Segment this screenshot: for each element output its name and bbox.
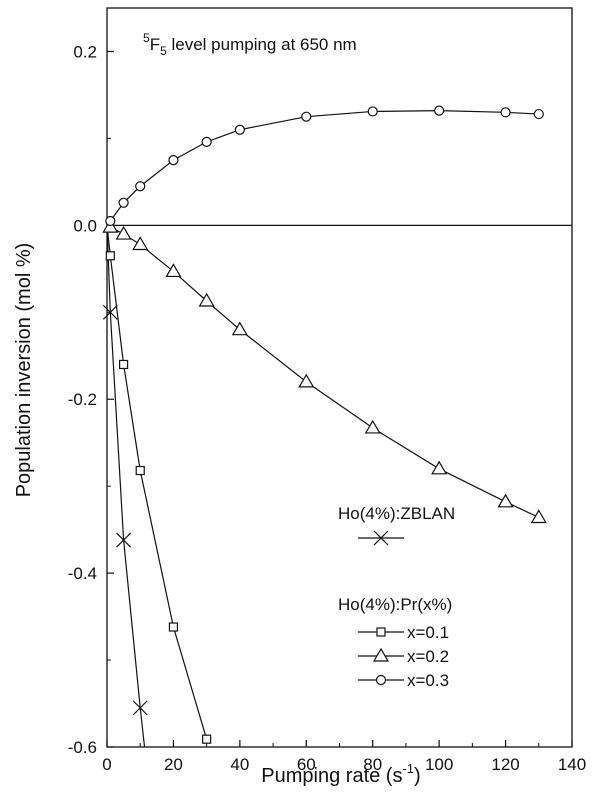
triangle-marker (497, 493, 514, 508)
circle-marker (533, 108, 544, 120)
legend-heading-pr: Ho(4%):Pr(x%) (338, 595, 452, 614)
x-marker (102, 304, 118, 320)
legend-sample-zblan (358, 530, 404, 546)
y-tick-label: -0.6 (68, 738, 97, 757)
triangle-marker (364, 419, 381, 434)
legend-sample-x03 (358, 674, 404, 686)
x-tick-label: 0 (102, 755, 111, 774)
triangle-marker (115, 225, 132, 240)
y-tick-label: 0.0 (73, 216, 97, 235)
square-marker (376, 627, 386, 637)
circle-marker (434, 105, 445, 116)
plot-annotation: 5F5 level pumping at 650 nm (143, 31, 357, 58)
circle-marker (105, 215, 116, 227)
circle-marker (135, 181, 146, 192)
circle-marker (118, 197, 129, 208)
y-axis-label: Population inversion (mol %) (13, 243, 35, 498)
y-tick-label: -0.2 (68, 390, 97, 409)
x-tick-label: 100 (425, 755, 453, 774)
x-axis-label: Pumping rate (s-1) (261, 761, 420, 787)
x-tick-label: 120 (491, 755, 519, 774)
square-marker (135, 465, 145, 476)
x-marker (373, 530, 389, 546)
square-marker (202, 734, 212, 744)
x-tick-label: 140 (558, 755, 586, 774)
circle-marker (375, 674, 387, 686)
circle-marker (301, 111, 312, 122)
triangle-marker (298, 373, 315, 388)
triangle-marker (530, 509, 547, 524)
square-marker (119, 359, 129, 370)
legend-label-x03: x=0.3 (407, 671, 449, 690)
series-circle (105, 105, 544, 227)
x-tick-label: 40 (230, 755, 249, 774)
legend-sample-x01 (358, 627, 404, 637)
x-tick-label: 80 (363, 755, 382, 774)
series-x (102, 225, 148, 748)
legend-label-x02: x=0.2 (407, 647, 449, 666)
x-tick-label: 20 (164, 755, 183, 774)
legend-label-x01: x=0.1 (407, 623, 449, 642)
triangle-marker (165, 263, 182, 278)
x-tick-label: 60 (297, 755, 316, 774)
series-group (102, 105, 547, 748)
circle-marker (500, 107, 511, 118)
triangle-marker (431, 460, 448, 475)
x-marker (116, 532, 132, 548)
triangle-marker (198, 292, 215, 307)
series-line (106, 225, 208, 740)
triangle-marker (372, 647, 390, 662)
tick-labels: 0 20 40 60 80 100 120 140 -0.6 -0.4 -0.2 0.0 0.2 (68, 42, 586, 774)
square-marker (168, 622, 179, 632)
series-square (105, 225, 212, 744)
circle-marker (234, 124, 245, 135)
circle-marker (201, 136, 212, 147)
legend: Ho(4%):ZBLAN Ho(4%):Pr(x%) x=0.1 x=0.2 x… (338, 504, 455, 690)
legend-sample-x02 (358, 647, 404, 662)
triangle-marker (231, 321, 248, 336)
series-line (106, 109, 539, 226)
square-marker (105, 251, 115, 261)
series-line (106, 225, 146, 748)
y-tick-label: -0.4 (68, 564, 97, 583)
circle-marker (367, 106, 378, 117)
series-triangle (102, 218, 547, 524)
triangle-marker (132, 236, 149, 251)
legend-heading-zblan: Ho(4%):ZBLAN (338, 504, 455, 523)
circle-marker (168, 155, 179, 166)
y-tick-label: 0.2 (73, 42, 97, 61)
x-marker (132, 700, 148, 716)
